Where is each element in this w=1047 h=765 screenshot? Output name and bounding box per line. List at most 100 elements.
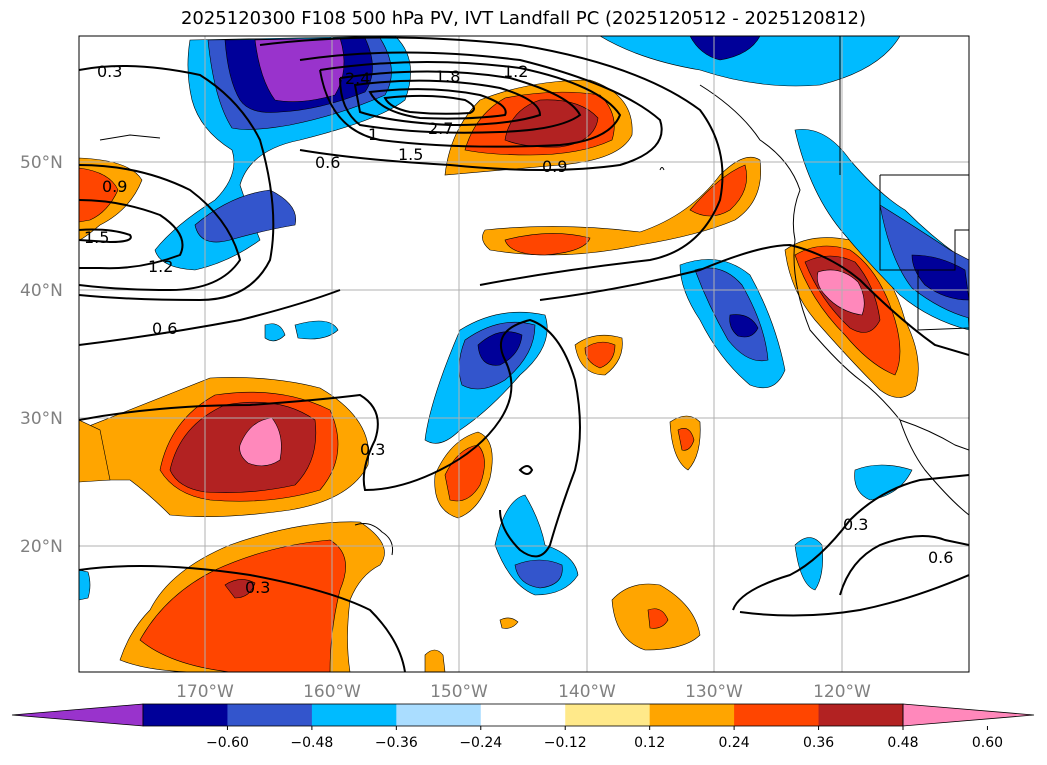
contour-2.4-north <box>383 94 475 115</box>
contour-label: 0.9 <box>102 177 127 196</box>
contour-label: 1.2 <box>148 257 173 276</box>
colorbar-tick-label: −0.36 <box>375 735 418 751</box>
contour-1.2-north <box>319 60 622 148</box>
pos-anomaly-south-ro <box>139 539 346 672</box>
pos-anomaly-mid-small-ro <box>444 444 485 502</box>
contour-0.6-west <box>79 289 341 346</box>
lat-label: 40°N <box>20 281 63 301</box>
contour-1.5-north <box>339 70 582 134</box>
contour-small-loop <box>518 465 534 475</box>
pos-anomaly-west-big-pink <box>239 417 282 467</box>
pos-anomaly-dot-1-ro <box>584 341 616 369</box>
colorbar-tick-label: 0.48 <box>887 735 918 751</box>
lat-label: 30°N <box>20 409 63 429</box>
neg-anomaly-small-2 <box>294 320 339 340</box>
colorbar-extend-low <box>11 703 144 727</box>
pv-contours <box>79 36 969 672</box>
lat-label: 20°N <box>20 537 63 557</box>
colorbar-segment <box>480 704 566 726</box>
pos-anomaly-mid-band-ro2 <box>689 164 747 217</box>
pos-anomaly-se-blob-ro <box>647 608 669 629</box>
longitude-labels: 170°W 160°W 150°W 140°W 130°W 120°W <box>176 682 871 702</box>
pos-anomaly-tiny <box>499 617 519 629</box>
colorbar-frame <box>142 703 904 727</box>
colorbar-tick-label: −0.60 <box>206 735 249 751</box>
contour-0.9-north <box>299 51 663 171</box>
contour-0.3-se <box>732 474 969 611</box>
contour-label: 2.7 <box>428 119 453 138</box>
pos-anomaly-california-pink <box>817 269 865 316</box>
contour-label: 0.9 <box>542 157 567 176</box>
contour-labels: 0.3 1.8 1.2 2.4 2.7 1 1.5 0.6 0.9 0.9 1.… <box>84 62 953 597</box>
contour-0.3-south <box>79 565 406 672</box>
contour-west-core <box>79 228 132 244</box>
colorbar-tick-label: 0.60 <box>972 735 1003 751</box>
neg-anomaly-north-purple <box>254 37 345 102</box>
pos-anomaly-south-red <box>224 579 256 599</box>
lon-label: 130°W <box>685 682 743 702</box>
contour-0.6-north <box>259 36 724 286</box>
colorbar-tick-label: 0.36 <box>803 735 834 751</box>
colorbar-segment <box>143 704 228 726</box>
pos-anomaly-mid-band <box>482 156 761 256</box>
contour-west-inner <box>79 199 184 270</box>
contour-0.3-center <box>79 318 581 558</box>
contour-label: 1 <box>368 125 378 144</box>
contour-0.6-se-b <box>739 574 969 617</box>
contour-label: 2.4 <box>345 69 370 88</box>
colorbar-segment <box>649 704 735 726</box>
colorbar-tick-label: −0.12 <box>544 735 587 751</box>
map-title: 2025120300 F108 500 hPa PV, IVT Landfall… <box>180 8 867 29</box>
colorbar-tick-label: 0.24 <box>719 735 750 751</box>
contour-label: 0.6 <box>152 319 177 338</box>
neg-anomaly-north-blue-2 <box>194 189 297 243</box>
contour-0.3-east <box>539 243 969 356</box>
contour-1.8-north <box>353 79 542 127</box>
colorbar-tick-label: −0.48 <box>290 735 333 751</box>
neg-anomaly-small-1 <box>264 323 286 342</box>
contour-label: 0.3 <box>360 440 385 459</box>
contour-label: 0.6 <box>928 548 953 567</box>
contour-label: 0.3 <box>245 578 270 597</box>
plot-frame <box>78 35 970 673</box>
pos-anomaly-north-red <box>504 99 599 148</box>
gridlines <box>79 36 969 672</box>
colorbar-segment <box>311 704 397 726</box>
contour-label: 1.5 <box>84 228 109 247</box>
pos-anomaly-dot-2-ro <box>677 428 695 451</box>
neg-anomaly-west-edge <box>79 569 91 601</box>
contour-label: 0.3 <box>97 62 122 81</box>
neg-anomaly-top-right <box>599 36 901 87</box>
neg-anomaly-east-mid-blue <box>694 267 769 362</box>
neg-anomaly-east-mid-navy <box>729 314 759 338</box>
lon-label: 140°W <box>558 682 616 702</box>
contour-0.6-se <box>839 535 969 596</box>
contour-label: 1.2 <box>503 62 528 81</box>
lon-label: 160°W <box>303 682 361 702</box>
neg-anomaly-south-blue <box>514 559 563 589</box>
colorbar-segment <box>734 704 820 726</box>
neg-anomaly-se <box>854 464 913 501</box>
contour-0.3-north <box>79 65 275 302</box>
contour-2.1-north <box>368 88 507 120</box>
neg-anomaly-top-right-navy <box>689 36 761 61</box>
colorbar-tick-label: −0.24 <box>459 735 502 751</box>
colorbar-segment <box>227 704 313 726</box>
contour-label: 1.8 <box>435 67 460 86</box>
pos-anomaly-west-ro <box>79 167 119 223</box>
colorbar-segment <box>818 704 904 726</box>
lon-label: 120°W <box>813 682 871 702</box>
lon-label: 150°W <box>430 682 488 702</box>
contour-label: 0.6 <box>315 153 340 172</box>
colorbar-segment <box>396 704 482 726</box>
contour-label: 0.3 <box>843 515 868 534</box>
pos-anomaly-mid-band-ro <box>504 233 591 256</box>
neg-anomaly-center-navy <box>477 331 523 366</box>
lat-label: 50°N <box>20 153 63 173</box>
contour-west-outer <box>79 164 242 292</box>
contour-label: 1.5 <box>398 145 423 164</box>
latitude-labels: 50°N 40°N 30°N 20°N <box>20 153 63 557</box>
colorbar-segment <box>565 704 651 726</box>
colorbar-extend-high <box>902 703 1035 727</box>
